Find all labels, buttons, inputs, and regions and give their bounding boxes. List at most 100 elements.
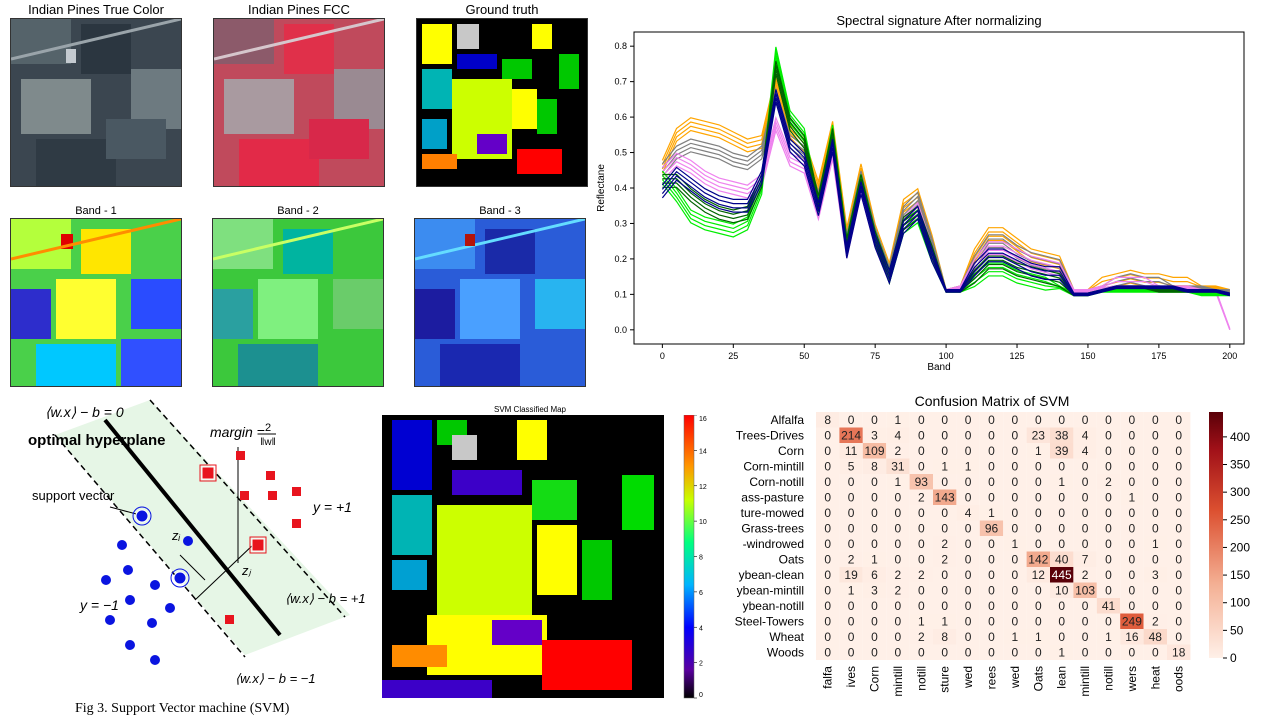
- cm-cell-value: 0: [895, 646, 902, 660]
- cm-cell-value: 0: [1105, 646, 1112, 660]
- cm-cell-value: 0: [1035, 475, 1042, 489]
- cm-cell-value: 7: [1082, 553, 1089, 567]
- spectral-signature-chart: Spectral signature After normalizing 0 25…: [596, 13, 1245, 373]
- cm-cell-value: 1: [1035, 444, 1042, 458]
- cm-row-label: Corn: [778, 444, 804, 458]
- ground-truth-image: [416, 18, 588, 187]
- cm-cell-value: 0: [988, 553, 995, 567]
- cm-cell-value: 96: [985, 522, 999, 536]
- cm-cell: [1120, 629, 1144, 645]
- cm-cell-value: 0: [965, 615, 972, 629]
- cm-row-label: ybean-mintill: [737, 584, 804, 598]
- cm-cell-value: 0: [988, 413, 995, 427]
- cm-cell-value: 0: [824, 646, 831, 660]
- cm-cell-value: 445: [1052, 568, 1072, 582]
- cm-cell-value: 0: [824, 506, 831, 520]
- cm-cell: [933, 551, 957, 567]
- cm-cell-value: 2: [895, 444, 902, 458]
- cm-cell: [1167, 567, 1191, 583]
- cm-cell-value: 0: [1175, 522, 1182, 536]
- cm-cell: [886, 567, 910, 583]
- cm-cell-value: 0: [1129, 584, 1136, 598]
- cm-cell-value: 8: [941, 630, 948, 644]
- cm-cell: [816, 412, 840, 428]
- positive-class-points: [199, 451, 301, 624]
- cm-cell-value: 0: [824, 522, 831, 536]
- cm-cell: [839, 427, 863, 443]
- cm-cell: [1143, 613, 1167, 629]
- cm-cell-value: 3: [871, 429, 878, 443]
- cm-cell: [839, 458, 863, 474]
- cm-cell: [1120, 598, 1144, 614]
- cm-cell-value: 0: [988, 646, 995, 660]
- cm-cell: [979, 536, 1004, 552]
- spectral-series-line-0-3: [661, 72, 1230, 291]
- spectral-series-line-5-1: [661, 97, 1230, 296]
- cm-row-label: -windrowed: [743, 537, 804, 551]
- cm-cell-value: 0: [1105, 615, 1112, 629]
- true-color-image: [10, 18, 182, 187]
- cm-col-label: ives: [844, 666, 858, 687]
- cm-cell: [1096, 598, 1121, 614]
- cm-cell: [909, 458, 933, 474]
- cm-cell: [979, 443, 1004, 459]
- cm-cell-value: 0: [965, 522, 972, 536]
- cm-cell-value: 3: [1152, 568, 1159, 582]
- cm-cell: [1050, 644, 1074, 660]
- cm-cell-value: 0: [1082, 491, 1089, 505]
- cm-cell-value: 1: [1105, 630, 1112, 644]
- cm-cell: [1096, 551, 1121, 567]
- cm-cell-value: 0: [1152, 553, 1159, 567]
- cm-cell-value: 0: [1012, 615, 1019, 629]
- cm-cell: [1167, 536, 1191, 552]
- cm-cell-value: 0: [871, 491, 878, 505]
- cm-cell: [839, 598, 863, 614]
- cm-cell-value: 0: [1035, 522, 1042, 536]
- band2-image: [212, 218, 384, 387]
- cm-row-label: Corn-mintill: [743, 460, 804, 474]
- cm-cell-value: 0: [941, 475, 948, 489]
- cm-cell-value: 0: [1058, 599, 1065, 613]
- cm-cell-value: 0: [1082, 630, 1089, 644]
- cm-cell: [1167, 629, 1191, 645]
- spectral-series-line-2-3: [661, 115, 1231, 329]
- cm-cell: [1073, 644, 1097, 660]
- cm-cell-value: 16: [1125, 630, 1139, 644]
- optimal-hyperplane-label: optimal hyperplane: [28, 432, 166, 449]
- cm-cell: [1073, 520, 1097, 536]
- cm-cell: [933, 520, 957, 536]
- cm-cell-value: 0: [1082, 599, 1089, 613]
- cm-cell: [1120, 551, 1144, 567]
- svm-diagram: ⟨w.x⟩ − b = 0 optimal hyperplane margin …: [28, 399, 366, 686]
- cm-cell: [1120, 613, 1144, 629]
- cm-cell: [909, 644, 933, 660]
- cm-cell: [956, 443, 980, 459]
- spectral-series-line-0-0: [661, 85, 1230, 293]
- cm-cell-value: 1: [871, 553, 878, 567]
- cm-cell: [886, 412, 910, 428]
- cm-cell-value: 0: [1175, 537, 1182, 551]
- cm-cell-value: 0: [1012, 522, 1019, 536]
- cm-cell: [1143, 427, 1167, 443]
- margin-band: [55, 400, 350, 655]
- cm-cell-value: 0: [1175, 568, 1182, 582]
- cm-cell: [862, 474, 887, 490]
- spectral-title: Spectral signature After normalizing: [836, 13, 1041, 28]
- cm-cell: [1167, 458, 1191, 474]
- cm-cell: [1143, 474, 1167, 490]
- zi-label: zᵢ: [171, 528, 181, 543]
- cm-cell-value: 1: [1152, 537, 1159, 551]
- cm-cell: [1120, 443, 1144, 459]
- cm-col-label: Corn: [868, 666, 882, 692]
- cm-cell-value: 0: [965, 429, 972, 443]
- cm-row-label: Alfalfa: [771, 413, 805, 427]
- cm-cell-value: 0: [941, 646, 948, 660]
- map-cbar-tick-label: 14: [699, 448, 707, 455]
- cm-cell-value: 4: [1082, 429, 1089, 443]
- cm-cell-value: 0: [1129, 522, 1136, 536]
- cm-cell-value: 0: [941, 584, 948, 598]
- cm-cell-value: 0: [824, 615, 831, 629]
- cm-cell-value: 0: [1035, 584, 1042, 598]
- confusion-title: Confusion Matrix of SVM: [915, 393, 1070, 409]
- map-cbar-tick-label: 16: [699, 416, 707, 423]
